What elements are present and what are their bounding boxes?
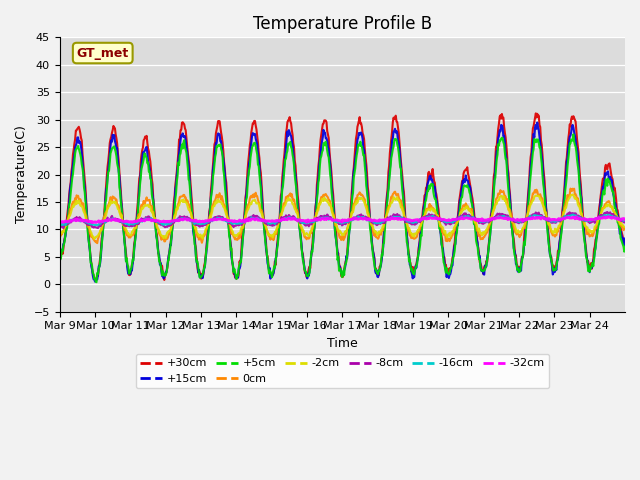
Y-axis label: Temperature(C): Temperature(C) — [15, 126, 28, 224]
Title: Temperature Profile B: Temperature Profile B — [253, 15, 432, 33]
Legend: +30cm, +15cm, +5cm, 0cm, -2cm, -8cm, -16cm, -32cm: +30cm, +15cm, +5cm, 0cm, -2cm, -8cm, -16… — [136, 354, 549, 388]
Text: GT_met: GT_met — [77, 47, 129, 60]
X-axis label: Time: Time — [327, 337, 358, 350]
